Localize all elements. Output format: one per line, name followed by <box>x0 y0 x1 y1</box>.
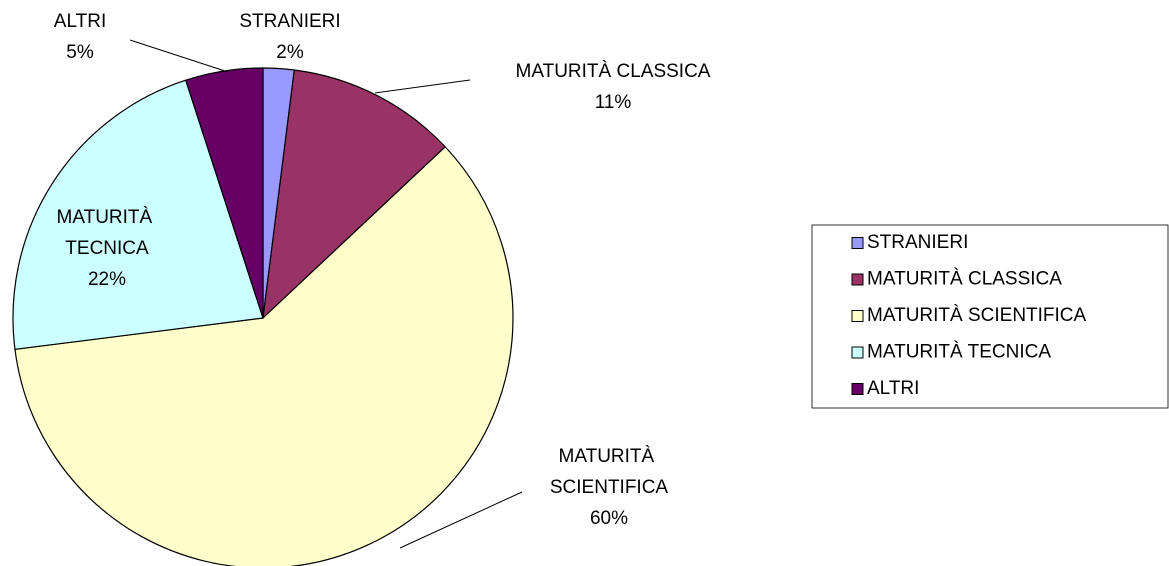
legend-swatch <box>851 310 864 322</box>
data-label-name: ALTRI <box>54 11 106 32</box>
data-label-value: 60% <box>590 508 628 529</box>
legend-label: ALTRI <box>867 378 919 399</box>
leader-line <box>399 491 523 549</box>
data-label-name: STRANIERI <box>239 11 340 32</box>
pie <box>12 67 514 566</box>
pie-slice <box>14 146 514 566</box>
legend-swatch <box>851 237 864 249</box>
legend-swatch <box>851 346 864 359</box>
legend-label: STRANIERI <box>867 232 968 253</box>
pie-slice <box>12 79 264 351</box>
legend-label: MATURITÀ TECNICA <box>867 342 1051 363</box>
data-label-value: 11% <box>595 92 632 113</box>
legend-box <box>811 224 1169 409</box>
legend-swatch <box>851 383 864 395</box>
legend-label: MATURITÀ SCIENTIFICA <box>867 305 1087 326</box>
leader-line <box>129 39 229 73</box>
data-label-value: 22% <box>88 269 126 290</box>
legend-swatch <box>851 273 864 286</box>
leader-line <box>374 79 471 94</box>
data-labels: STRANIERI 2% MATURITÀ CLASSICA 11% MATURITÀ … <box>54 11 711 549</box>
pie-slice <box>262 69 447 320</box>
data-label-name: MATURITÀ TECNICA <box>57 207 158 259</box>
data-label-value: 5% <box>66 42 94 63</box>
data-label-name: MATURITÀ SCIENTIFICA <box>550 446 669 498</box>
legend: STRANIERI MATURITÀ CLASSICA MATURITÀ SCIEN… <box>851 232 1087 399</box>
legend-label: MATURITÀ CLASSICA <box>867 269 1062 290</box>
data-label-name: MATURITÀ CLASSICA <box>516 61 711 82</box>
data-label-value: 2% <box>276 42 304 63</box>
